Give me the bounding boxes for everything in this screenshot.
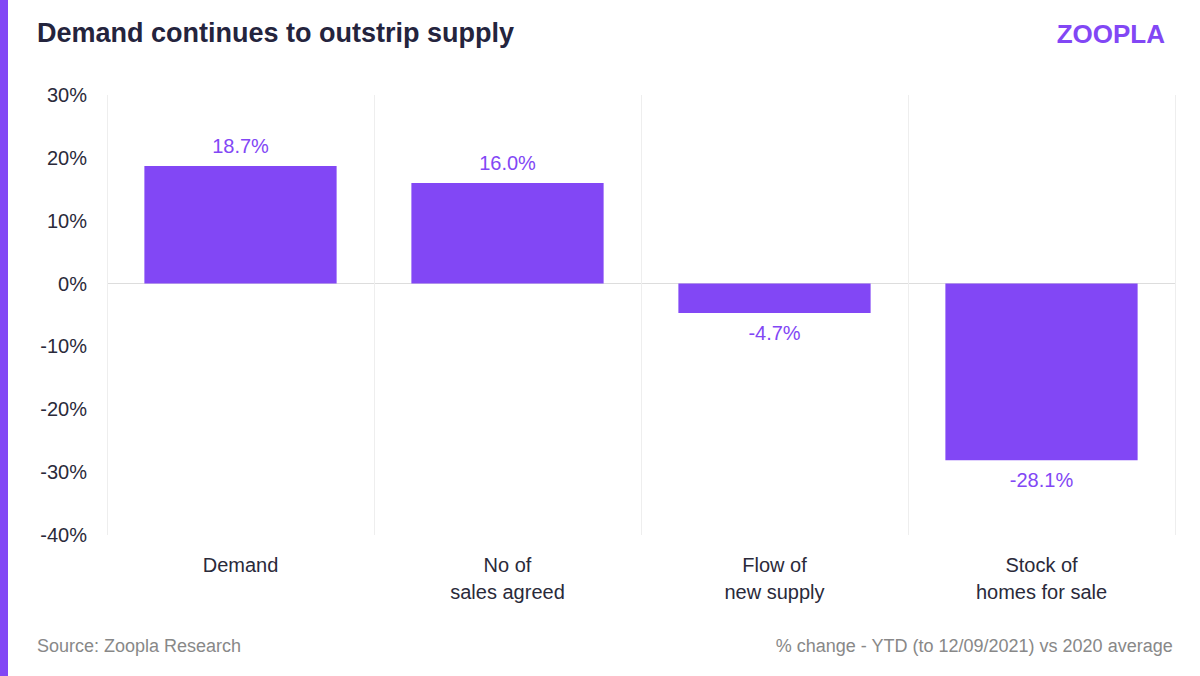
svg-text:16.0%: 16.0% xyxy=(479,152,536,174)
svg-text:-20%: -20% xyxy=(40,398,87,420)
svg-text:-40%: -40% xyxy=(40,524,87,546)
svg-text:new supply: new supply xyxy=(724,581,824,603)
svg-text:ZOOPLA: ZOOPLA xyxy=(1057,19,1166,49)
svg-text:Source: Zoopla Research: Source: Zoopla Research xyxy=(37,636,241,656)
svg-text:-28.1%: -28.1% xyxy=(1010,469,1074,491)
svg-text:-30%: -30% xyxy=(40,461,87,483)
svg-text:Flow of: Flow of xyxy=(742,554,807,576)
svg-text:Demand: Demand xyxy=(203,554,279,576)
svg-text:20%: 20% xyxy=(47,147,87,169)
svg-text:sales agreed: sales agreed xyxy=(450,581,565,603)
svg-text:Stock of: Stock of xyxy=(1005,554,1078,576)
svg-text:10%: 10% xyxy=(47,210,87,232)
svg-text:-10%: -10% xyxy=(40,335,87,357)
svg-text:-4.7%: -4.7% xyxy=(748,322,800,344)
svg-text:No of: No of xyxy=(484,554,532,576)
svg-text:% change - YTD (to 12/09/2021): % change - YTD (to 12/09/2021) vs 2020 a… xyxy=(776,636,1173,656)
svg-text:18.7%: 18.7% xyxy=(212,135,269,157)
svg-text:Demand continues to outstrip s: Demand continues to outstrip supply xyxy=(37,18,514,48)
svg-text:homes for sale: homes for sale xyxy=(976,581,1107,603)
svg-text:30%: 30% xyxy=(47,84,87,106)
svg-text:0%: 0% xyxy=(58,273,87,295)
